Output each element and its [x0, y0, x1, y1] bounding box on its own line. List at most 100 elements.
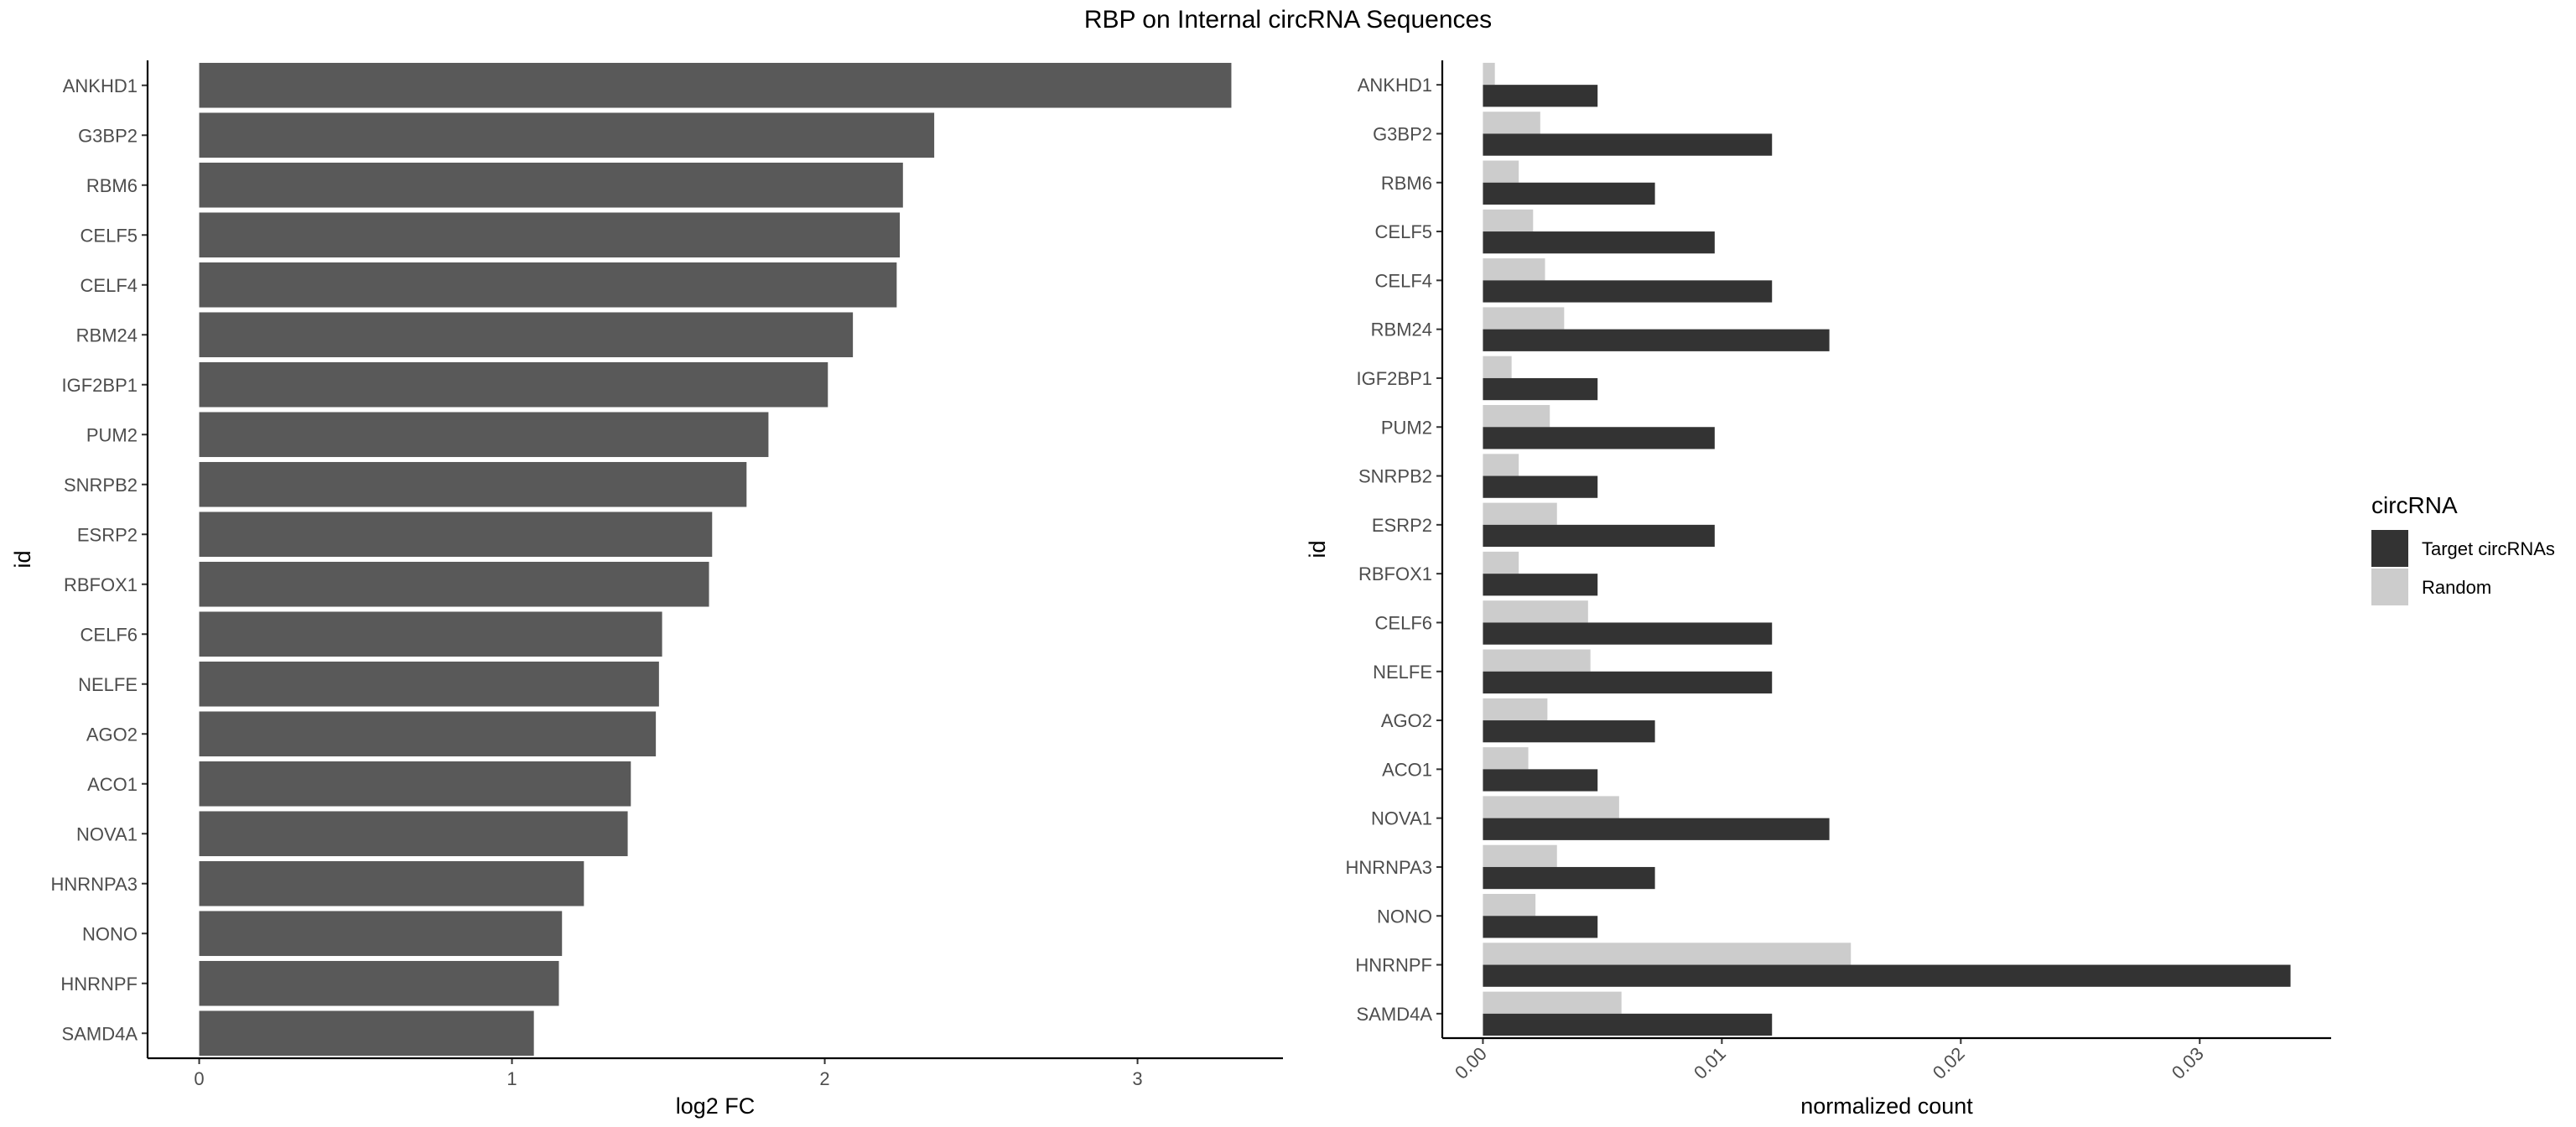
target-circrnas-bar — [1483, 133, 1773, 156]
log2fc-y-tick-label: SAMD4A — [62, 1023, 138, 1044]
normalized-count-y-tick-label: NOVA1 — [1371, 808, 1432, 829]
target-circrnas-bar — [1483, 85, 1598, 107]
log2fc-x-tick-label: 0 — [194, 1068, 204, 1089]
normalized-count-y-tick-label: RBM6 — [1381, 173, 1432, 194]
log2fc-y-tick-label: NOVA1 — [76, 823, 138, 844]
random-bar — [1483, 356, 1512, 378]
random-bar — [1483, 698, 1548, 721]
log2fc-bar — [199, 561, 709, 607]
log2fc-bar — [199, 212, 901, 258]
log2fc-bar — [199, 361, 828, 408]
normalized-count-y-tick-label: ANKHD1 — [1358, 75, 1432, 96]
random-bar — [1483, 649, 1591, 672]
target-circrnas-bar — [1483, 964, 2291, 987]
log2fc-y-tick-label: RBM6 — [86, 175, 138, 196]
log2fc-bar — [199, 412, 769, 458]
log2fc-bar — [199, 162, 903, 208]
log2fc-bar — [199, 960, 559, 1006]
log2fc-y-tick-label: CELF6 — [80, 624, 138, 645]
random-bar — [1483, 747, 1529, 770]
target-circrnas-bar — [1483, 574, 1598, 596]
random-bar — [1483, 991, 1622, 1014]
target-circrnas-bar — [1483, 769, 1598, 792]
target-circrnas-bar — [1483, 720, 1655, 743]
target-circrnas-bar — [1483, 182, 1655, 205]
random-bar — [1483, 502, 1557, 525]
log2fc-bar — [199, 911, 563, 957]
normalized-count-y-tick-label: RBM24 — [1371, 319, 1432, 340]
target-circrnas-bar — [1483, 427, 1715, 449]
log2fc-y-tick-label: ANKHD1 — [63, 75, 138, 96]
log2fc-x-tick-label: 3 — [1132, 1068, 1142, 1089]
log2fc-bar — [199, 112, 935, 158]
random-bar — [1483, 551, 1519, 574]
log2fc-bars — [199, 62, 1232, 1057]
log2fc-x-tick-label: 1 — [506, 1068, 517, 1089]
log2fc-bar — [199, 711, 657, 757]
legend: circRNA Target circRNAs Random — [2371, 492, 2555, 605]
normalized-count-x-axis-title: normalized count — [1800, 1093, 1973, 1119]
target-circrnas-bar — [1483, 916, 1598, 938]
normalized-count-y-tick-label: SAMD4A — [1357, 1004, 1433, 1025]
normalized-count-y-tick-label: IGF2BP1 — [1357, 368, 1432, 389]
log2fc-bar — [199, 860, 584, 906]
normalized-count-y-tick-labels: ANKHD1 G3BP2 RBM6 CELF5 CELF4 RBM24 IGF2BP1 PUM… — [1345, 75, 1442, 1025]
log2fc-y-axis-title: id — [10, 550, 35, 568]
log2fc-y-tick-label: AGO2 — [86, 724, 138, 745]
log2fc-y-tick-label: PUM2 — [86, 424, 138, 445]
log2fc-bar — [199, 1010, 534, 1057]
random-bar — [1483, 160, 1519, 183]
normalized-count-y-tick-label: NONO — [1377, 906, 1432, 927]
target-circrnas-bar — [1483, 377, 1598, 401]
legend-title: circRNA — [2371, 492, 2458, 518]
log2fc-y-tick-label: HNRNPF — [60, 974, 138, 995]
log2fc-bar — [199, 461, 747, 507]
target-circrnas-bar — [1483, 622, 1773, 645]
log2fc-x-axis-title: log2 FC — [676, 1093, 756, 1119]
normalized-count-y-tick-label: PUM2 — [1381, 417, 1432, 438]
legend-swatch-target — [2371, 530, 2408, 567]
normalized-count-y-axis-title: id — [1305, 540, 1330, 558]
log2fc-bar — [199, 761, 631, 807]
log2fc-y-tick-label: ACO1 — [87, 774, 138, 795]
log2fc-bar — [199, 661, 659, 707]
log2fc-y-tick-label: SNRPB2 — [64, 475, 138, 496]
target-circrnas-bar — [1483, 1013, 1773, 1036]
random-bar — [1483, 844, 1557, 867]
log2fc-x-tick-label: 2 — [819, 1068, 829, 1089]
random-bar — [1483, 943, 1852, 965]
legend-label-random: Random — [2422, 577, 2491, 598]
log2fc-bar — [199, 811, 628, 857]
target-circrnas-bar — [1483, 475, 1598, 498]
target-circrnas-bar — [1483, 671, 1773, 693]
normalized-count-y-tick-label: HNRNPA3 — [1345, 857, 1432, 878]
normalized-count-y-tick-label: ACO1 — [1382, 759, 1432, 780]
log2fc-y-tick-label: NONO — [82, 923, 138, 944]
random-bar — [1483, 307, 1565, 330]
log2fc-bar — [199, 262, 897, 308]
normalized-count-y-tick-label: SNRPB2 — [1358, 466, 1432, 487]
log2fc-y-tick-label: HNRNPA3 — [50, 874, 138, 895]
random-bar — [1483, 62, 1495, 86]
normalized-count-y-tick-label: CELF4 — [1375, 270, 1432, 291]
random-bar — [1483, 112, 1540, 134]
log2fc-bar — [199, 62, 1232, 108]
normalized-count-y-tick-label: NELFE — [1373, 662, 1432, 683]
log2fc-y-tick-label: NELFE — [78, 674, 138, 695]
normalized-count-y-tick-label: AGO2 — [1381, 710, 1432, 731]
target-circrnas-bar — [1483, 866, 1655, 890]
plot-title: RBP on Internal circRNA Sequences — [1084, 6, 1492, 34]
log2fc-x-tick-labels: 0 1 2 3 — [194, 1058, 1143, 1089]
random-bar — [1483, 405, 1550, 428]
log2fc-panel: ANKHD1 G3BP2 RBM6 CELF5 CELF4 RBM24 IGF2BP1 PUM… — [10, 60, 1283, 1119]
legend-label-target: Target circRNAs — [2422, 538, 2555, 559]
legend-swatch-random — [2371, 569, 2408, 605]
normalized-count-y-tick-label: G3BP2 — [1373, 123, 1432, 144]
target-circrnas-bar — [1483, 280, 1773, 303]
target-circrnas-bar — [1483, 524, 1715, 548]
log2fc-y-tick-label: G3BP2 — [78, 125, 138, 146]
normalized-count-y-tick-label: ESRP2 — [1372, 515, 1432, 536]
log2fc-bar — [199, 611, 662, 657]
random-bar — [1483, 209, 1534, 232]
